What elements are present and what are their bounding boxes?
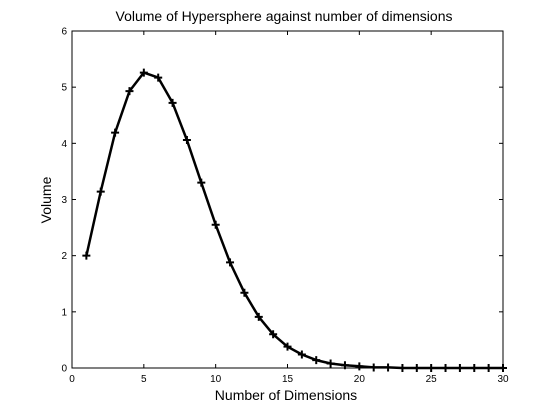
y-axis-label: Volume xyxy=(38,176,54,223)
data-point-marker xyxy=(226,258,235,267)
data-point-marker xyxy=(269,330,278,339)
data-point-marker xyxy=(82,251,91,260)
y-tick-label: 0 xyxy=(61,364,67,375)
data-point-marker xyxy=(412,364,421,372)
y-tick-label: 3 xyxy=(61,195,67,206)
series-group xyxy=(82,68,507,372)
data-point-marker xyxy=(355,362,364,371)
data-point-marker xyxy=(168,98,177,107)
data-point-marker xyxy=(96,187,105,196)
data-point-marker xyxy=(340,361,349,370)
y-tick-label: 5 xyxy=(61,83,67,94)
data-point-marker xyxy=(398,364,407,372)
x-tick-label: 0 xyxy=(69,374,75,385)
data-point-marker xyxy=(240,288,249,297)
data-point-marker xyxy=(484,364,493,372)
data-point-marker xyxy=(326,359,335,368)
data-point-marker xyxy=(427,364,436,372)
data-point-marker xyxy=(384,363,393,372)
data-point-marker xyxy=(211,220,220,229)
data-point-marker xyxy=(312,356,321,365)
data-point-marker xyxy=(369,363,378,372)
data-point-marker xyxy=(125,87,134,96)
y-tick-label: 4 xyxy=(61,139,67,150)
y-tick-label: 1 xyxy=(61,307,67,318)
x-tick-label: 5 xyxy=(141,374,147,385)
x-tick-label: 30 xyxy=(497,374,509,385)
data-point-marker xyxy=(470,364,479,372)
data-point-marker xyxy=(139,68,148,77)
x-axis-label: Number of Dimensions xyxy=(215,387,357,403)
data-point-marker xyxy=(283,342,292,351)
data-point-marker xyxy=(154,73,163,82)
x-tick-label: 20 xyxy=(354,374,366,385)
y-tick-label: 6 xyxy=(61,27,67,38)
x-tick-label: 15 xyxy=(282,374,294,385)
data-point-marker xyxy=(455,364,464,372)
series-line xyxy=(85,71,503,370)
data-point-marker xyxy=(182,135,191,144)
x-tick-label: 25 xyxy=(426,374,438,385)
y-tick-label: 2 xyxy=(61,251,67,262)
data-point-marker xyxy=(297,350,306,359)
data-point-marker xyxy=(441,364,450,372)
data-point-marker xyxy=(111,128,120,137)
x-tick-label: 10 xyxy=(210,374,222,385)
data-point-marker xyxy=(254,312,263,321)
y-axis-ticks: 0 1 2 3 4 5 6 xyxy=(61,27,503,375)
chart-title: Volume of Hypersphere against number of … xyxy=(116,8,453,24)
data-point-marker xyxy=(499,364,507,372)
data-point-marker xyxy=(197,178,206,187)
